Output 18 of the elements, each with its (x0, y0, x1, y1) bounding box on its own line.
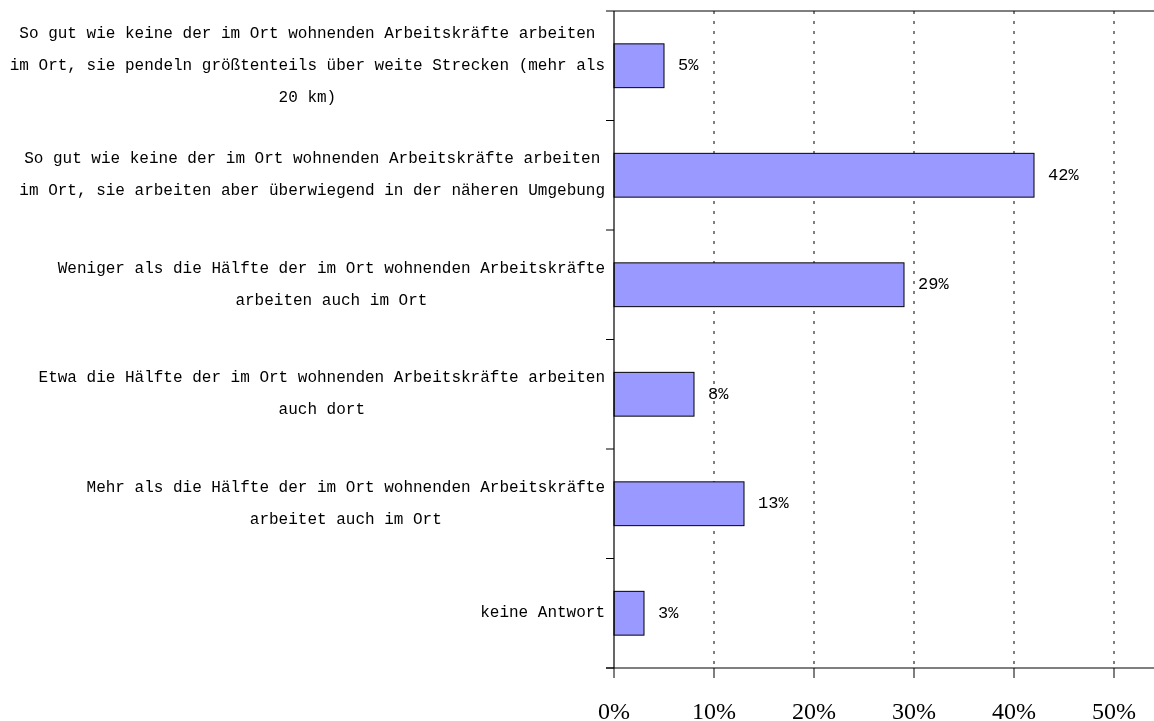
data-label: 3% (658, 603, 680, 623)
data-label: 5% (678, 56, 700, 76)
y-tick-label: Mehr als die Hälfte der im Ort wohnenden Arbeitskräfte arbeitet auch im Ort (86, 478, 606, 529)
x-tick-label: 0% (598, 698, 630, 721)
y-tick-label: Etwa die Hälfte der im Ort wohnenden Arbeitskräfte arbeiten auch dort (38, 369, 606, 420)
x-tick-label: 10% (692, 698, 736, 721)
y-tick-label: So gut wie keine der im Ort wohnenden Arbeitskräfte arbeiten im Ort, sie arbeiten aber überwiegend in der näheren Umgebung (19, 150, 606, 201)
x-tick-label: 40% (992, 698, 1036, 721)
x-tick-label: 50% (1092, 698, 1136, 721)
x-tick-label: 30% (892, 698, 936, 721)
y-tick-label: Weniger als die Hälfte der im Ort wohnenden Arbeitskräfte arbeiten auch im Ort (57, 259, 606, 310)
data-label: 29% (918, 275, 950, 295)
x-tick-label: 20% (792, 698, 836, 721)
y-tick-label: So gut wie keine der im Ort wohnenden Arbeitskräfte arbeiten im Ort, sie pendeln größtenteils über weite Strecken (mehr als 20 km) (9, 24, 606, 107)
data-label: 42% (1048, 165, 1080, 185)
data-label: 8% (708, 384, 730, 404)
y-tick-label: keine Antwort (480, 604, 606, 623)
data-label: 13% (758, 494, 790, 514)
